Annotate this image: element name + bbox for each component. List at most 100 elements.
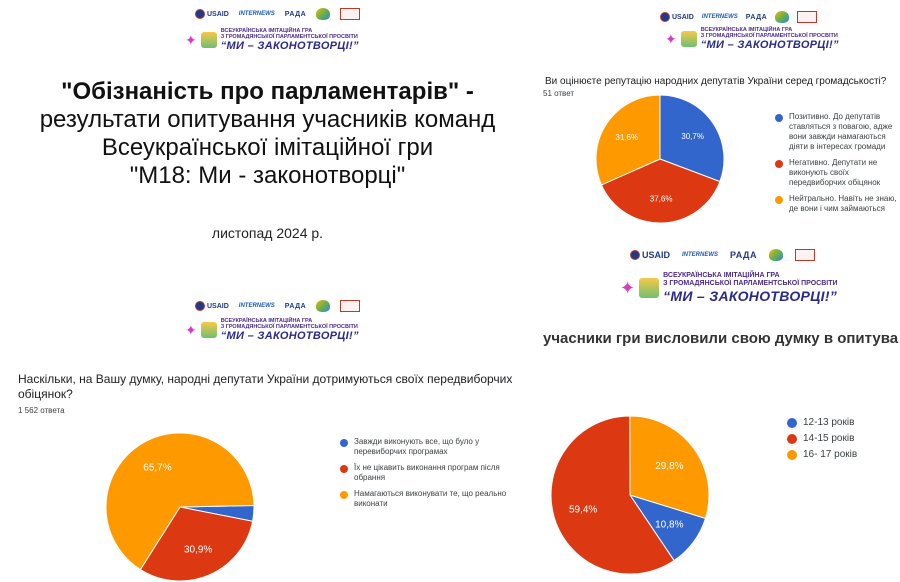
promises-response-count: 1 562 ответа	[18, 406, 65, 415]
banner-line2: З ГРОМАДЯНСЬКОЇ ПАРЛАМЕНТСЬКОЇ ПРОСВІТИ	[220, 34, 358, 40]
banner-name: “МИ – ЗАКОНОТВОРЦІ!”	[663, 288, 838, 304]
kids-logo-icon	[200, 322, 217, 338]
reputation-slide: USAID INTERNEWS РАДА ✦ ВСЕУКРАЇНСЬКА ІМІ…	[535, 0, 900, 232]
age-legend-label-1: 14-15 років	[803, 433, 855, 444]
promises-legend-swatch-0	[340, 439, 348, 447]
star-icon: ✦	[665, 30, 677, 47]
age-slide: USAID INTERNEWS РАДА ✦ ВСЕУКРАЇНСЬКА ІМІ…	[535, 232, 900, 582]
internews-logo: INTERNEWS	[702, 14, 738, 20]
star-icon: ✦	[620, 277, 636, 298]
title-slide: USAID INTERNEWS РАДА ✦ ВСЕУКРАЇНСЬКА ІМІ…	[0, 0, 535, 292]
age-legend-item-0: 12-13 років	[787, 417, 897, 429]
game-banner-3: ✦ ВСЕУКРАЇНСЬКА ІМІТАЦІЙНА ГРА З ГРОМАДЯ…	[185, 318, 359, 342]
age-legend-swatch-1	[787, 434, 797, 444]
promises-legend-swatch-2	[340, 491, 348, 499]
kids-logo-icon	[200, 32, 217, 48]
slide-title-line3: Всеукраїнської імітаційної гри	[101, 134, 434, 161]
reputation-slice-0	[659, 94, 725, 183]
promises-slice-label-1: 30,9%	[184, 544, 212, 555]
banner-line2: З ГРОМАДЯНСЬКОЇ ПАРЛАМЕНТСЬКОЇ ПРОСВІТИ	[663, 280, 838, 287]
reputation-slice-label-2: 31,6%	[615, 133, 638, 142]
age-pie-chart: 10,8% 59,4% 29,8%	[550, 415, 710, 575]
promises-legend-label-1: Їх не цікавить виконання програм після о…	[354, 463, 500, 482]
promises-legend-swatch-1	[340, 465, 348, 473]
reputation-legend-swatch-0	[775, 114, 783, 122]
age-slice-1	[550, 415, 675, 575]
game-banner: ✦ ВСЕУКРАЇНСЬКА ІМІТАЦІЙНА ГРА З ГРОМАДЯ…	[185, 28, 359, 52]
reputation-legend-swatch-1	[775, 160, 783, 168]
internews-logo-text: INTERNEWS	[701, 14, 738, 20]
star-icon: ✦	[185, 31, 197, 48]
promises-legend-item-2: Намагаються виконувати те, що реально ви…	[340, 489, 525, 509]
age-legend: 12-13 років 14-15 років 16- 17 років	[787, 417, 897, 465]
usaid-logo-text: USAID	[207, 10, 229, 18]
usaid-logo: USAID	[195, 301, 229, 311]
age-legend-item-1: 14-15 років	[787, 433, 897, 445]
game-banner-4: ✦ ВСЕУКРАЇНСЬКА ІМІТАЦІЙНА ГРА З ГРОМАДЯ…	[620, 272, 838, 304]
usaid-logo: USAID	[630, 250, 670, 260]
reputation-question: Ви оцінюєте репутацію народних депутатів…	[545, 76, 887, 87]
slide-title: "Обізнаність про парламентарів" - резуль…	[0, 78, 535, 190]
promises-legend-label-0: Завжди виконують все, що було у перевибо…	[354, 437, 480, 456]
star-icon: ✦	[185, 321, 197, 338]
promises-question: Наскільки, на Вашу думку, народні депута…	[18, 372, 513, 401]
reputation-slice-2	[595, 94, 661, 186]
promises-legend-label-2: Намагаються виконувати те, що реально ви…	[354, 489, 507, 508]
usaid-logo-text: USAID	[672, 13, 694, 21]
reputation-legend-item-0: Позитивно. До депутатів ставляться з пов…	[775, 112, 900, 152]
partner-logo	[340, 300, 361, 312]
age-legend-label-0: 12-13 років	[803, 417, 855, 428]
tree-logo	[775, 11, 790, 23]
reputation-response-count: 51 ответ	[543, 89, 575, 98]
banner-line1: ВСЕУКРАЇНСЬКА ІМІТАЦІЙНА ГРА	[220, 318, 313, 324]
rada-logo-text: РАДА	[730, 250, 757, 260]
reputation-legend-label-0: Позитивно. До депутатів ставляться з пов…	[789, 112, 893, 151]
age-slice-label-0: 10,8%	[655, 520, 683, 531]
banner-name: “МИ – ЗАКОНОТВОРЦІ!”	[220, 330, 359, 342]
age-slice-label-2: 29,8%	[655, 461, 683, 472]
promises-slice-label-2: 65,7%	[143, 462, 171, 473]
kids-logo-icon	[639, 278, 660, 298]
slide-title-line2: результати опитування учасників команд	[39, 106, 496, 133]
banner-line1: ВСЕУКРАЇНСЬКА ІМІТАЦІЙНА ГРА	[663, 272, 780, 279]
reputation-legend-swatch-2	[775, 196, 783, 204]
slide-title-line4: "М18: Ми - законотворці"	[129, 162, 406, 189]
age-slice-2	[629, 415, 710, 519]
sponsor-logos: USAID INTERNEWS РАДА	[195, 8, 361, 20]
internews-logo-text: INTERNEWS	[238, 303, 275, 309]
age-legend-item-2: 16- 17 років	[787, 449, 897, 461]
sponsor-logos-4: USAID INTERNEWS РАДА	[630, 249, 815, 261]
partner-logo	[797, 11, 818, 23]
reputation-legend: Позитивно. До депутатів ставляться з пов…	[775, 112, 900, 220]
promises-slide: USAID INTERNEWS РАДА ✦ ВСЕУКРАЇНСЬКА ІМІ…	[0, 292, 535, 582]
banner-name: “МИ – ЗАКОНОТВОРЦІ!”	[220, 40, 359, 52]
internews-logo: INTERNEWS	[239, 303, 275, 309]
age-legend-swatch-0	[787, 418, 797, 428]
internews-logo-text: INTERNEWS	[682, 252, 719, 258]
reputation-legend-label-1: Негативно. Депутати не виконують своїх п…	[789, 158, 881, 187]
sponsor-logos-3: USAID INTERNEWS РАДА	[195, 300, 361, 312]
slide-title-line1: "Обізнаність про парламентарів" -	[61, 78, 474, 105]
age-legend-swatch-2	[787, 450, 797, 460]
internews-logo-text: INTERNEWS	[238, 11, 275, 17]
usaid-logo-text: USAID	[642, 250, 671, 260]
banner-name: “МИ – ЗАКОНОТВОРЦІ!”	[700, 39, 839, 51]
banner-line1: ВСЕУКРАЇНСЬКА ІМІТАЦІЙНА ГРА	[700, 27, 793, 33]
rada-logo: РАДА	[285, 303, 306, 310]
partner-logo	[340, 8, 361, 20]
internews-logo: INTERNEWS	[239, 11, 275, 17]
banner-line2: З ГРОМАДЯНСЬКОЇ ПАРЛАМЕНТСЬКОЇ ПРОСВІТИ	[700, 33, 838, 39]
rada-logo-text: РАДА	[745, 13, 768, 21]
reputation-slice-label-1: 37,6%	[650, 194, 673, 203]
usaid-logo: USAID	[195, 9, 229, 19]
banner-line1: ВСЕУКРАЇНСЬКА ІМІТАЦІЙНА ГРА	[220, 28, 313, 34]
promises-legend-item-1: Їх не цікавить виконання програм після о…	[340, 463, 525, 483]
rada-logo: РАДА	[746, 14, 767, 21]
kids-logo-icon	[680, 31, 697, 47]
promises-legend-item-0: Завжди виконують все, що було у перевибо…	[340, 437, 525, 457]
rada-logo: РАДА	[730, 250, 757, 260]
reputation-slice-label-0: 30,7%	[681, 132, 704, 141]
rada-logo-text: РАДА	[284, 302, 307, 310]
usaid-logo-text: USAID	[207, 302, 229, 310]
banner-line2: З ГРОМАДЯНСЬКОЇ ПАРЛАМЕНТСЬКОЇ ПРОСВІТИ	[220, 324, 358, 330]
